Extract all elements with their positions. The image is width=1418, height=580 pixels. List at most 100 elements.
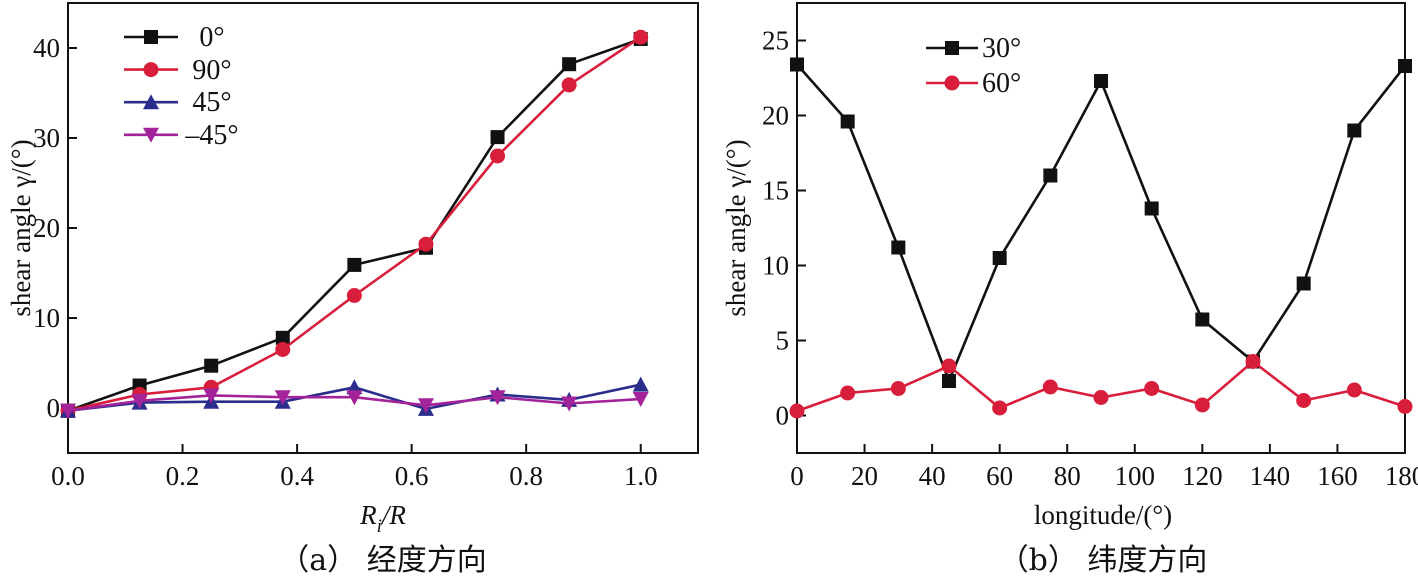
data-point	[347, 257, 362, 272]
legend-marker	[143, 62, 159, 78]
data-point	[632, 376, 649, 392]
panel-a-longitudinal: 0.0 0.2 0.4 0.6 0.8 1.0 0 10 20 30 40 0° 90° 45° …	[6, 2, 699, 578]
series-2	[60, 29, 649, 419]
y-tick-label: 20	[762, 101, 789, 131]
data-point	[1296, 393, 1312, 408]
data-point	[490, 148, 506, 164]
data-point	[840, 385, 856, 401]
y-ticks-b: 0 5 10 15 20 25	[762, 26, 806, 431]
series-1	[61, 32, 648, 418]
legend-marker	[944, 75, 960, 91]
x-tick-label: 0.4	[280, 461, 314, 491]
data-point	[562, 57, 577, 72]
data-point	[790, 57, 804, 72]
x-tick-label: 0.8	[509, 461, 543, 491]
series-line	[67, 36, 642, 412]
y-tick-label: 10	[33, 303, 60, 333]
legend-marker	[143, 94, 159, 110]
data-point	[1144, 381, 1160, 396]
panel-b-latitudinal: 0 20 40 60 80 100 120 140 160 180 0 5 10 15 20 25 30° …	[721, 2, 1418, 578]
data-point	[346, 390, 363, 406]
series-2	[789, 354, 1413, 419]
legend-label: 0°	[199, 22, 224, 53]
x-tick-label: 1.0	[624, 461, 658, 491]
x-tick-label: 20	[851, 461, 878, 491]
x-tick-label: 0.0	[51, 461, 85, 491]
x-tick-label: 100	[1115, 461, 1156, 491]
data-point	[275, 342, 291, 357]
x-axis-title-tail: /R	[380, 500, 407, 530]
data-point	[1346, 382, 1362, 398]
x-tick-label: 140	[1250, 461, 1291, 491]
legend-b: 30° 60°	[926, 33, 1021, 99]
legend-a: 0° 90° 45° –45°	[124, 22, 239, 151]
plot-frame-b	[796, 2, 1406, 454]
series-4	[60, 388, 649, 419]
legend-marker	[945, 41, 959, 55]
data-point	[346, 288, 362, 303]
data-point	[942, 374, 956, 388]
x-tick-label: 40	[919, 461, 946, 491]
data-point	[1195, 312, 1210, 327]
series-1	[790, 57, 1412, 388]
data-point	[992, 400, 1008, 416]
data-point	[561, 77, 577, 93]
data-point	[203, 388, 220, 404]
series-group-b	[789, 57, 1413, 419]
y-tick-label: 0	[776, 401, 790, 431]
series-line	[67, 37, 642, 412]
data-point	[1144, 201, 1159, 216]
y-tick-label: 25	[762, 26, 789, 56]
data-point	[417, 398, 434, 414]
legend-label: 45°	[192, 87, 231, 118]
y-tick-label: 10	[762, 251, 789, 281]
data-point	[490, 130, 505, 145]
x-tick-label: 0	[790, 461, 804, 491]
data-point	[1093, 390, 1109, 405]
data-point	[1194, 397, 1210, 413]
data-point	[204, 358, 219, 373]
x-tick-label: 0.6	[395, 461, 429, 491]
data-point	[1347, 123, 1362, 138]
x-axis-title-a: Ri/R	[359, 500, 406, 537]
data-point	[1397, 399, 1413, 414]
data-point	[891, 240, 906, 255]
data-point	[992, 251, 1007, 265]
caption-a: （a） 经度方向	[279, 543, 486, 578]
legend-label: –45°	[184, 120, 238, 151]
y-axis-title-a: shear angle γ/(°)	[6, 139, 36, 316]
x-tick-label: 80	[1054, 461, 1081, 491]
data-point	[1245, 354, 1261, 369]
series-line	[796, 63, 1407, 383]
data-point	[489, 390, 506, 406]
x-axis-title-sub: i	[377, 516, 382, 537]
data-point	[274, 390, 291, 406]
x-tick-label: 60	[986, 461, 1013, 491]
legend-label: 30°	[982, 33, 1021, 64]
y-tick-label: 20	[33, 213, 60, 243]
y-tick-label: 5	[776, 326, 790, 356]
y-tick-label: 0	[47, 393, 61, 423]
y-tick-label: 30	[33, 123, 60, 153]
data-point	[789, 403, 805, 419]
data-point	[840, 114, 855, 129]
legend-marker	[143, 127, 159, 143]
data-point	[633, 29, 649, 45]
data-point	[632, 392, 649, 407]
data-point	[561, 396, 578, 412]
x-axis-title-b: longitude/(°)	[1034, 500, 1172, 530]
data-point	[1296, 276, 1311, 291]
data-point	[1043, 168, 1058, 183]
x-tick-label: 120	[1182, 461, 1223, 491]
data-point	[131, 393, 148, 409]
x-tick-label: 0.2	[166, 461, 200, 491]
data-point	[1042, 379, 1058, 395]
x-axis-title-main: R	[359, 500, 377, 530]
caption-b: （b） 纬度方向	[999, 543, 1208, 578]
x-tick-label: 180	[1385, 461, 1418, 491]
data-point	[890, 381, 906, 396]
data-point	[60, 403, 76, 419]
legend-marker	[144, 30, 158, 44]
data-point	[941, 358, 957, 374]
data-point	[1398, 59, 1412, 73]
